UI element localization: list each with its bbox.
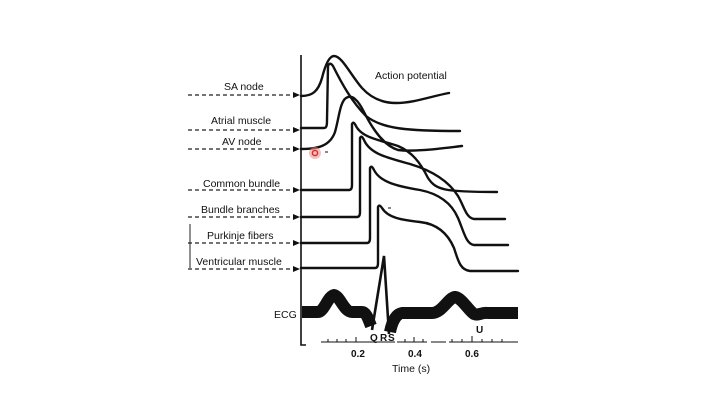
label-sa-node: SA node — [224, 81, 264, 93]
label-common-bundle: Common bundle — [203, 178, 280, 190]
label-ventricular-muscle: Ventricular muscle — [196, 256, 282, 268]
wave-label-q: Q — [370, 333, 378, 344]
label-atrial-muscle: Atrial muscle — [211, 115, 271, 127]
arrowhead-icon — [293, 266, 300, 272]
trace-sa-node — [299, 54, 451, 105]
tick-label-0-2: 0.2 — [351, 349, 365, 360]
time-axis: 0.2 0.4 0.6 Time (s) — [321, 336, 518, 375]
wave-label-s: S — [388, 333, 395, 344]
ecg-p-wave — [302, 289, 377, 329]
wave-label-p: P — [328, 312, 335, 323]
tick-label-0-4: 0.4 — [408, 349, 422, 360]
label-av-node: AV node — [222, 136, 262, 148]
arrowhead-icon — [293, 146, 300, 152]
vertical-axis — [300, 55, 306, 346]
diagram-title: Action potential — [375, 70, 447, 82]
arrowhead-icon — [293, 240, 300, 246]
ecg-qrs-complex — [370, 255, 391, 335]
arrowhead-icon — [293, 127, 300, 133]
trace-common-bundle — [299, 121, 499, 194]
wave-label-t: T — [451, 311, 457, 322]
cursor-marker — [309, 147, 321, 159]
ecg-t-wave — [384, 291, 518, 334]
tick-label-0-6: 0.6 — [465, 349, 479, 360]
trace-bundle-branches — [299, 135, 507, 221]
dashed-arrows — [188, 92, 300, 272]
structure-labels: SA node Atrial muscle AV node Common bun… — [196, 81, 282, 268]
wave-label-r: R — [380, 333, 388, 344]
label-purkinje-fibers: Purkinje fibers — [207, 230, 274, 242]
trace-ventricular-muscle — [299, 204, 520, 273]
trace-purkinje-fibers — [299, 165, 510, 247]
trace-atrial-muscle — [299, 62, 462, 133]
arrowhead-icon — [293, 214, 300, 220]
cursor-icon — [311, 149, 319, 157]
arrowhead-icon — [293, 92, 300, 98]
action-potential-traces — [299, 54, 520, 273]
ecg-trace: P T U Q R S — [302, 255, 518, 344]
arrowhead-icon — [293, 187, 300, 193]
ecg-label: ECG — [274, 309, 297, 321]
time-axis-label: Time (s) — [392, 363, 430, 375]
wave-label-u: U — [476, 325, 483, 336]
tick-marks — [327, 336, 503, 342]
label-bundle-branches: Bundle branches — [201, 204, 280, 216]
